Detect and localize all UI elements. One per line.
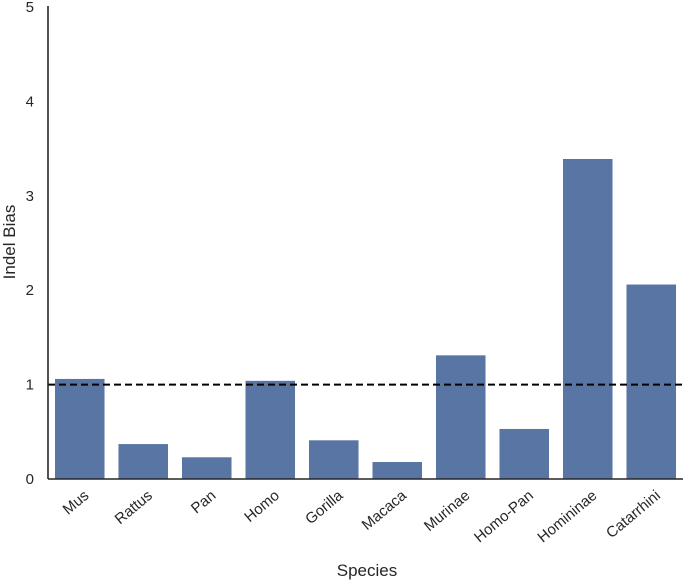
y-tick-label: 2 bbox=[26, 282, 34, 299]
x-tick-label: Catarrhini bbox=[603, 487, 664, 542]
bar-homininae bbox=[562, 158, 613, 479]
x-tick-label: Homo-Pan bbox=[471, 487, 537, 546]
bar-catarrhini bbox=[626, 284, 677, 479]
x-axis-label: Species bbox=[337, 561, 397, 580]
x-tick-label: Pan bbox=[188, 487, 219, 517]
x-tick-label: Homininae bbox=[534, 487, 600, 546]
bar-gorilla bbox=[308, 440, 359, 479]
bar-homo bbox=[245, 380, 296, 479]
x-tick-label: Murinae bbox=[421, 487, 473, 535]
y-tick-label: 3 bbox=[26, 188, 34, 205]
bar-murinae bbox=[435, 355, 486, 479]
x-tick-label: Mus bbox=[60, 487, 93, 518]
x-tick-label: Rattus bbox=[112, 487, 156, 528]
bar-rattus bbox=[118, 444, 169, 479]
bar-homo-pan bbox=[499, 428, 550, 479]
y-tick-label: 1 bbox=[26, 377, 34, 394]
x-tick-label: Homo bbox=[241, 487, 283, 526]
y-axis-label: Indel Bias bbox=[0, 205, 19, 280]
x-ticks-group: Mus Rattus Pan Homo Gorilla Macaca MurinaeHomo… bbox=[60, 487, 664, 547]
x-tick-label: Macaca bbox=[359, 487, 411, 534]
bar-mus bbox=[54, 378, 105, 479]
y-tick-label: 4 bbox=[26, 93, 34, 110]
bar-macaca bbox=[372, 462, 423, 479]
y-tick-label: 5 bbox=[26, 0, 34, 16]
bars-group bbox=[54, 158, 677, 479]
x-tick-label: Gorilla bbox=[302, 487, 347, 528]
bar-pan bbox=[181, 457, 232, 479]
y-tick-label: 0 bbox=[26, 471, 34, 488]
y-ticks-group: 0 1 2 3 4 5 bbox=[26, 0, 34, 488]
